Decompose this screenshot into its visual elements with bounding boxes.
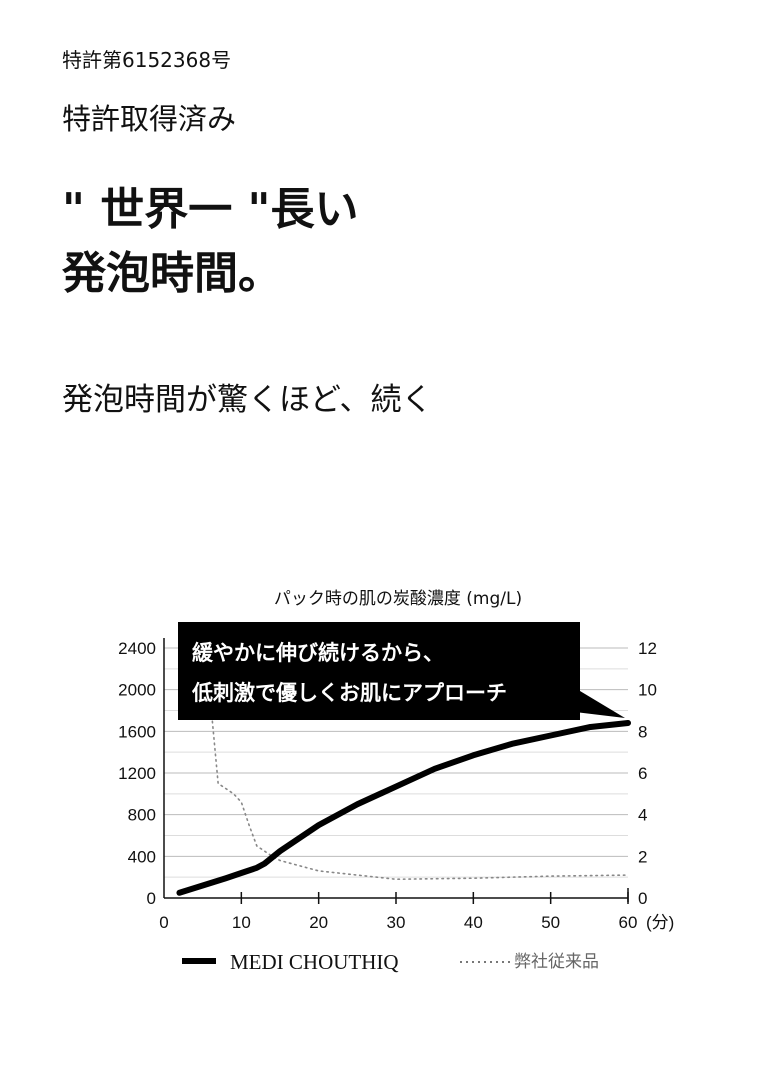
x-tick-label: 0 [159,913,168,932]
x-tick-label: 20 [309,913,328,932]
y-left-tick-label: 2000 [118,681,156,700]
callout-box [178,622,580,720]
y-left-tick-label: 2400 [118,639,156,658]
chart-title: パック時の肌の炭酸濃度 (mg/L) [274,589,522,609]
callout: 緩やかに伸び続けるから、 低刺激で優しくお肌にアプローチ [178,622,625,720]
y-left-tick-label: 1200 [118,764,156,783]
legend-series-1: MEDI CHOUTHIQ [230,950,399,974]
headline-line1: " 世界一 "長い [62,184,359,235]
x-tick-label: 30 [387,913,406,932]
y-right-tick-label: 10 [638,681,657,700]
callout-line1: 緩やかに伸び続けるから、 [192,641,444,665]
callout-pointer [575,688,625,718]
x-tick-label: 50 [541,913,560,932]
series-line-2 [205,627,629,881]
x-tick-label: 60 [619,913,638,932]
headline: " 世界一 "長い 発泡時間。 [62,178,358,306]
patent-number: 特許第6152368号 [62,48,232,72]
series-line-1 [176,720,631,896]
y-right-tick-label: 0 [638,889,647,908]
x-axis-unit: (分) [646,913,674,932]
y-right-tick-label: 2 [638,847,647,866]
y-right-tick-label: 12 [638,639,657,658]
y-left-tick-label: 400 [128,847,156,866]
patent-acquired: 特許取得済み [62,102,237,136]
x-tick-label: 40 [464,913,483,932]
y-left-tick-label: 1600 [118,722,156,741]
y-right-tick-label: 4 [638,806,647,825]
legend: MEDI CHOUTHIQ 弊社従来品 [182,950,599,974]
x-tick-label: 10 [232,913,251,932]
y-left-tick-label: 800 [128,806,156,825]
headline-line2: 発泡時間。 [62,248,282,299]
callout-line2: 低刺激で優しくお肌にアプローチ [191,681,507,705]
subheadline: 発泡時間が驚くほど、続く [62,382,433,418]
y-left-tick-label: 0 [147,889,156,908]
y-right-tick-label: 8 [638,722,647,741]
legend-series-2: 弊社従来品 [514,952,599,972]
y-right-tick-label: 6 [638,764,647,783]
